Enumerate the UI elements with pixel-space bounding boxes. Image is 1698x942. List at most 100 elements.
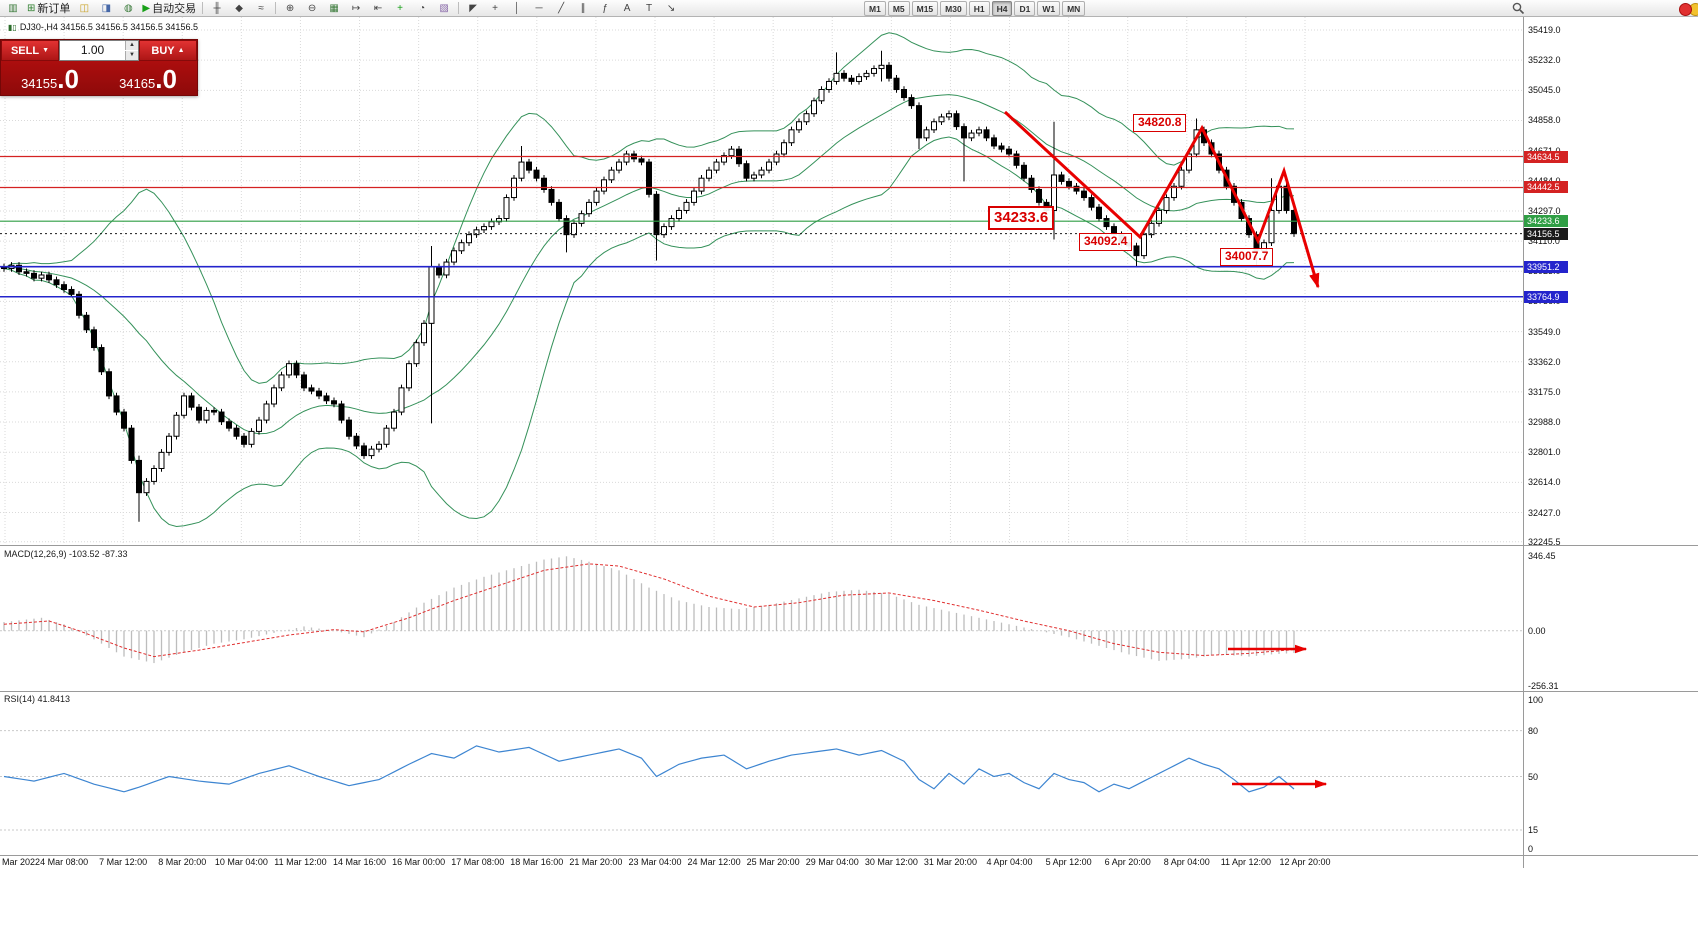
price-axis-label: 34297.0 <box>1528 205 1561 216</box>
one-click-trading-panel: SELL ▼ 1.00 ▲ ▼ BUY ▲ 34155.0 34165.0 <box>0 39 198 96</box>
cursor-icon[interactable]: ◤ <box>462 0 484 17</box>
timeframe-button-W1[interactable]: W1 <box>1037 1 1061 16</box>
price-tag: 33764.9 <box>1524 290 1568 303</box>
price-tag: 34233.6 <box>1524 215 1568 228</box>
line-chart-icon[interactable]: ≈ <box>250 0 272 17</box>
zoom-out-icon[interactable]: ⊖ <box>301 0 323 17</box>
vertical-line-icon[interactable]: │ <box>506 0 528 17</box>
horizontal-line-icon[interactable]: ─ <box>528 0 550 17</box>
time-axis-label: 6 Apr 20:00 <box>1104 857 1151 867</box>
chart-grid <box>0 17 1523 545</box>
periods-icon-glyph: ◔ <box>419 2 426 14</box>
price-annotation[interactable]: 34233.6 <box>988 206 1055 230</box>
timeframe-button-H1[interactable]: H1 <box>968 1 990 16</box>
toolbar: ▥ ⊞ 新订单 ◫ ◨ ◍ ▶ 自动交易 ╫ ◆ ≈ ⊕ ⊖ ▦ ↦ ⇤ + ◔ ▧ ◤ + │ ─ ╱ ∥ ƒ A T ↘ M1 M5 M… <box>0 0 1698 17</box>
buy-caret-icon: ▲ <box>177 47 185 54</box>
fibonacci-icon[interactable]: ƒ <box>594 0 616 17</box>
trendline-icon[interactable]: ╱ <box>550 0 572 17</box>
buy-button[interactable]: BUY ▲ <box>139 40 197 61</box>
price-annotation[interactable]: 34007.7 <box>1220 248 1274 266</box>
panel-frames <box>0 17 1698 868</box>
time-axis-label: 29 Mar 04:00 <box>805 857 859 867</box>
volume-value[interactable]: 1.00 <box>80 43 105 57</box>
new-order-button[interactable]: ⊞ 新订单 <box>24 0 73 17</box>
new-chart-icon[interactable]: ▥ <box>2 0 24 17</box>
price-axis-label: 34858.0 <box>1528 115 1561 126</box>
zoom-out-icon-glyph: ⊖ <box>307 2 317 14</box>
templates-icon[interactable]: ▧ <box>433 0 455 17</box>
buy-button-label: BUY <box>151 44 175 57</box>
timeframe-button-D1[interactable]: D1 <box>1014 1 1036 16</box>
price-tag: 34442.5 <box>1524 181 1568 194</box>
indicators-icon-glyph: + <box>397 2 404 14</box>
price-axis-label: 32245.5 <box>1528 536 1561 547</box>
tile-windows-icon[interactable]: ▦ <box>323 0 345 17</box>
time-axis-label: 8 Mar 20:00 <box>158 857 207 867</box>
time-axis-label: 21 Mar 20:00 <box>569 857 623 867</box>
volume-field[interactable]: 1.00 ▲ ▼ <box>59 40 139 61</box>
new-order-button-glyph: ⊞ <box>27 2 36 14</box>
sell-button[interactable]: SELL ▼ <box>1 40 59 61</box>
text-icon[interactable]: A <box>616 0 638 17</box>
bar-chart-icon-glyph: ╫ <box>213 2 221 14</box>
volume-stepper[interactable]: ▲ ▼ <box>125 41 138 60</box>
time-axis-label: 7 Mar 12:00 <box>99 857 148 867</box>
timeframe-button-M15[interactable]: M15 <box>911 1 939 16</box>
timeframe-button-M1[interactable]: M1 <box>864 1 886 16</box>
periods-icon[interactable]: ◔ <box>411 0 433 17</box>
rsi-axis-label: 100 <box>1528 695 1544 705</box>
autotrading-button[interactable]: ▶ 自动交易 <box>139 0 199 17</box>
toolbar-separator <box>275 2 277 14</box>
price-annotation[interactable]: 34092.4 <box>1079 233 1133 251</box>
volume-up-icon[interactable]: ▲ <box>125 41 138 50</box>
price-axis-label: 32988.0 <box>1528 417 1561 428</box>
horizontal-lines[interactable] <box>0 155 1523 298</box>
price-axis-label: 33362.0 <box>1528 356 1561 367</box>
record-icon[interactable] <box>1679 3 1692 16</box>
time-axis-label: 8 Apr 04:00 <box>1163 857 1210 867</box>
time-axis-label: 11 Apr 12:00 <box>1220 857 1272 867</box>
timeframe-button-MN[interactable]: MN <box>1062 1 1086 16</box>
arrows-icon[interactable]: ↘ <box>660 0 682 17</box>
channel-icon[interactable]: ∥ <box>572 0 594 17</box>
current-price-tag: 34156.5 <box>1524 227 1568 240</box>
market-watch-icon-glyph: ◍ <box>124 2 133 14</box>
chart-shift-icon[interactable]: ⇤ <box>367 0 389 17</box>
chart-window-icon[interactable]: ◫ <box>73 0 95 17</box>
trend-arrows[interactable] <box>1003 110 1328 789</box>
market-watch-icon[interactable]: ◍ <box>117 0 139 17</box>
crosshair-icon[interactable]: + <box>484 0 506 17</box>
text-icon-glyph: A <box>623 2 631 14</box>
macd-panel <box>0 556 1523 664</box>
price-tag: 34634.5 <box>1524 150 1568 163</box>
text-label-icon[interactable]: T <box>638 0 660 17</box>
candlestick-chart-icon[interactable]: ◆ <box>228 0 250 17</box>
sell-price-main: 34155 <box>21 76 58 91</box>
time-axis-label: 23 Mar 04:00 <box>628 857 682 867</box>
arrows-icon-glyph: ↘ <box>666 2 676 14</box>
search-icon[interactable] <box>1512 2 1525 20</box>
price-axis-label: 35419.0 <box>1528 25 1561 35</box>
time-axis-label: 30 Mar 12:00 <box>864 857 918 867</box>
indicators-icon[interactable]: + <box>389 0 411 17</box>
bar-chart-icon[interactable]: ╫ <box>206 0 228 17</box>
zoom-in-icon[interactable]: ⊕ <box>279 0 301 17</box>
profiles-icon[interactable]: ◨ <box>95 0 117 17</box>
rsi-axis-label: 0 <box>1528 844 1534 854</box>
timeframe-button-M30[interactable]: M30 <box>940 1 967 16</box>
time-axis-label: 11 Mar 12:00 <box>274 857 327 867</box>
volume-down-icon[interactable]: ▼ <box>125 51 138 60</box>
candlestick-chart-icon-glyph: ◆ <box>235 2 243 14</box>
price-annotation[interactable]: 34820.8 <box>1133 114 1187 132</box>
timeframe-button-H4[interactable]: H4 <box>991 1 1013 16</box>
toolbar-separator <box>458 2 460 14</box>
macd-axis-label: -256.31 <box>1528 680 1559 691</box>
timeframe-button-M5[interactable]: M5 <box>887 1 910 16</box>
time-axis-label: 17 Mar 08:00 <box>451 857 505 867</box>
chart-window-icon-glyph: ◫ <box>79 2 90 14</box>
vertical-line-icon-glyph: │ <box>513 2 521 14</box>
rsi-panel <box>0 730 1523 831</box>
channel-icon-glyph: ∥ <box>580 2 586 14</box>
auto-scroll-icon[interactable]: ↦ <box>345 0 367 17</box>
